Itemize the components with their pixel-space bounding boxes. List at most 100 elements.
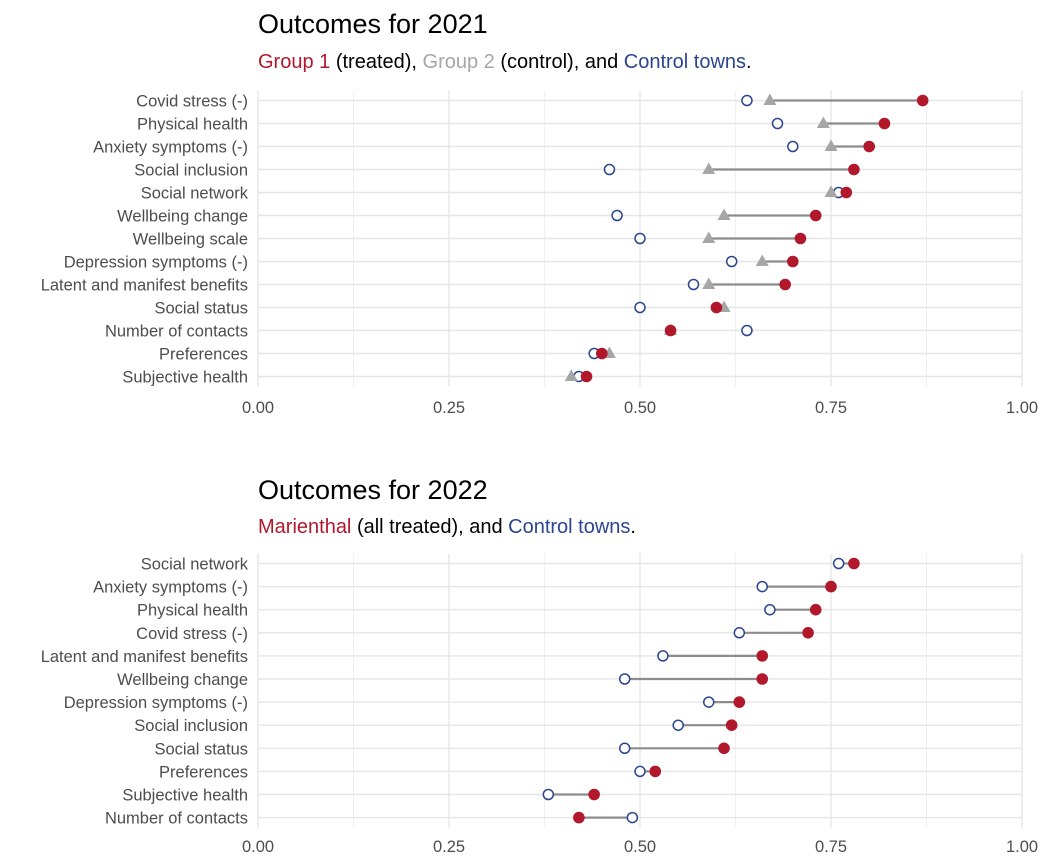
x-tick-label: 0.50 xyxy=(624,399,656,417)
control-point xyxy=(756,580,768,593)
category-label: Subjective health xyxy=(122,787,248,805)
group2-point xyxy=(702,231,716,243)
treated-point xyxy=(733,696,746,708)
subtitle-group2: Group 2 xyxy=(423,51,495,73)
subtitle-text: (all treated), and xyxy=(351,516,508,538)
category-label: Social status xyxy=(154,300,248,318)
treated-point xyxy=(580,370,593,383)
control-point xyxy=(787,140,799,153)
category-label: Anxiety symptoms (-) xyxy=(93,579,248,597)
subtitle-control: Control towns xyxy=(624,51,746,73)
x-tick-label: 1.00 xyxy=(1006,838,1038,856)
treated-point xyxy=(809,209,822,222)
control-point xyxy=(703,696,715,708)
control-point xyxy=(741,94,753,107)
control-point xyxy=(618,742,631,755)
treated-point xyxy=(718,742,730,755)
category-label: Preferences xyxy=(159,346,248,364)
subtitle-treated: Marienthal xyxy=(258,516,351,538)
category-label: Subjective health xyxy=(122,369,248,387)
subtitle-text: . xyxy=(746,51,752,73)
x-tick-label: 1.00 xyxy=(1006,399,1038,417)
control-point xyxy=(764,603,776,616)
x-tick-label: 0.75 xyxy=(815,838,847,856)
group2-point xyxy=(702,162,716,174)
treated-point xyxy=(779,278,791,291)
gridlines xyxy=(257,90,1023,387)
treated-point xyxy=(809,603,822,616)
category-label: Social inclusion xyxy=(134,162,248,180)
group2-point xyxy=(755,254,769,266)
control-point xyxy=(741,324,753,337)
category-label: Social status xyxy=(154,740,248,758)
treated-point xyxy=(825,580,837,593)
subtitle-text: (control), and xyxy=(495,51,624,73)
category-label: Social network xyxy=(141,185,249,203)
treated-point xyxy=(596,347,608,360)
treated-point xyxy=(863,140,875,153)
control-point xyxy=(672,719,684,731)
treated-point xyxy=(787,255,799,268)
control-point xyxy=(611,209,623,222)
treated-point xyxy=(794,232,807,245)
group2-point xyxy=(564,369,578,381)
category-label: Latent and manifest benefits xyxy=(41,277,248,295)
control-point xyxy=(603,163,616,176)
treated-point xyxy=(802,627,814,639)
group2-point xyxy=(763,93,777,105)
control-point xyxy=(618,673,631,685)
category-label: Social network xyxy=(141,556,249,574)
control-point xyxy=(725,255,738,268)
control-point xyxy=(771,117,784,130)
subtitle-text: (treated), xyxy=(330,51,422,73)
chart-title: Outcomes for 2022 xyxy=(258,475,488,505)
category-label: Social inclusion xyxy=(134,717,248,735)
group2-point xyxy=(702,277,716,289)
subtitle-control: Control towns xyxy=(508,516,630,538)
x-tick-label: 0.50 xyxy=(624,838,656,856)
control-point xyxy=(687,278,700,291)
category-label: Physical health xyxy=(137,602,248,620)
control-point xyxy=(832,557,845,570)
category-label: Wellbeing scale xyxy=(133,231,248,249)
x-tick-label: 0.75 xyxy=(815,399,847,417)
gridlines xyxy=(257,553,1023,828)
group2-point xyxy=(824,185,838,197)
category-label: Depression symptoms (-) xyxy=(64,694,248,712)
treated-point xyxy=(848,557,860,570)
treated-point xyxy=(756,650,769,662)
chart-subtitle: Group 1 (treated), Group 2 (control), an… xyxy=(258,51,752,73)
treated-point xyxy=(840,186,853,199)
category-label: Number of contacts xyxy=(105,323,248,341)
category-label: Number of contacts xyxy=(105,810,248,828)
control-point xyxy=(634,232,646,245)
x-tick-label: 0.25 xyxy=(433,838,465,856)
chart-title: Outcomes for 2021 xyxy=(258,9,488,39)
category-label: Latent and manifest benefits xyxy=(41,648,248,666)
treated-point xyxy=(710,301,723,314)
treated-point xyxy=(756,673,769,685)
control-point xyxy=(634,765,646,778)
category-label: Wellbeing change xyxy=(117,671,248,689)
category-label: Wellbeing change xyxy=(117,208,248,226)
chart-subtitle: Marienthal (all treated), and Control to… xyxy=(258,516,636,538)
category-label: Covid stress (-) xyxy=(136,625,248,643)
group2-point xyxy=(717,208,731,220)
x-tick-label: 0.00 xyxy=(242,838,274,856)
treated-point xyxy=(848,163,860,176)
control-point xyxy=(542,788,555,801)
treated-point xyxy=(573,811,585,824)
control-point xyxy=(657,650,669,662)
treated-point xyxy=(649,765,662,778)
category-label: Physical health xyxy=(137,116,248,134)
treated-point xyxy=(916,94,929,107)
x-tick-label: 0.00 xyxy=(242,399,274,417)
subtitle-treated: Group 1 xyxy=(258,51,330,73)
category-label: Anxiety symptoms (-) xyxy=(93,139,248,157)
category-label: Covid stress (-) xyxy=(136,93,248,111)
subtitle-text: . xyxy=(630,516,636,538)
panel-2022: Outcomes for 2022 Marienthal (all treate… xyxy=(41,475,1038,856)
control-point xyxy=(733,627,746,639)
treated-point xyxy=(664,324,677,337)
